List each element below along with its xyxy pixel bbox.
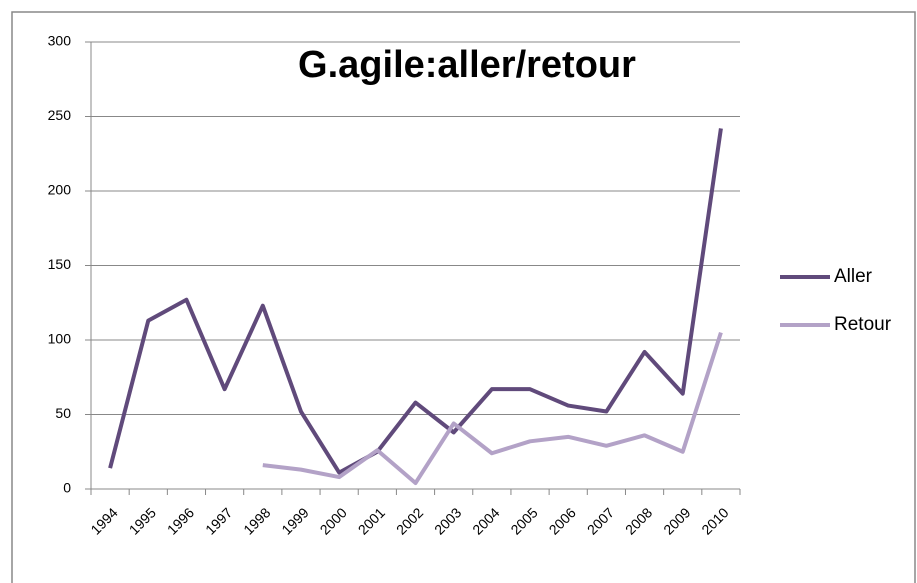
legend-label: Retour bbox=[834, 314, 892, 335]
series-line bbox=[262, 331, 723, 486]
legend-label: Aller bbox=[834, 266, 873, 287]
y-tick-label: 200 bbox=[48, 182, 72, 198]
y-tick-label: 0 bbox=[63, 480, 71, 496]
y-tick-label: 100 bbox=[48, 331, 72, 347]
y-tick-label: 50 bbox=[55, 405, 71, 421]
y-tick-label: 300 bbox=[48, 33, 72, 49]
y-tick-label: 250 bbox=[48, 107, 72, 123]
chart-title: G.agile:aller/retour bbox=[298, 44, 636, 86]
y-tick-label: 150 bbox=[48, 256, 72, 272]
series-line bbox=[108, 128, 723, 475]
chart-frame bbox=[11, 11, 916, 583]
